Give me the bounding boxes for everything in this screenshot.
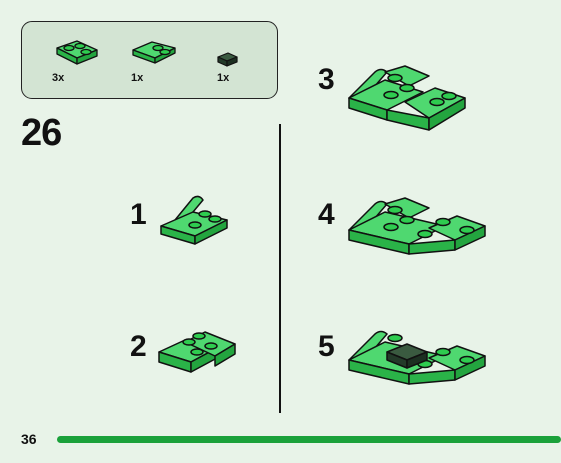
part-qty-1: 3x (52, 72, 65, 84)
dark-tile-part-image (217, 52, 238, 67)
substep-3-illustration (348, 65, 466, 131)
substep-number-5: 5 (318, 330, 335, 363)
substep-number-3: 3 (318, 63, 335, 96)
part-qty-2: 1x (131, 72, 144, 84)
substep-2-illustration (158, 331, 236, 373)
part-qty-3: 1x (217, 72, 230, 84)
handle-plate-part-image (132, 41, 176, 64)
substep-number-2: 2 (130, 330, 147, 363)
substep-4-illustration (348, 197, 486, 255)
substep-5-illustration (348, 330, 486, 385)
substep-1-illustration (160, 195, 228, 245)
parts-list-box: 3x 1x 1x (21, 21, 278, 99)
progress-bar (57, 436, 561, 443)
substep-number-1: 1 (130, 198, 147, 231)
step-number: 26 (21, 112, 62, 154)
l-plate-part-image (56, 40, 98, 65)
page-number: 36 (21, 431, 37, 447)
substep-number-4: 4 (318, 198, 335, 231)
column-divider (279, 124, 281, 413)
